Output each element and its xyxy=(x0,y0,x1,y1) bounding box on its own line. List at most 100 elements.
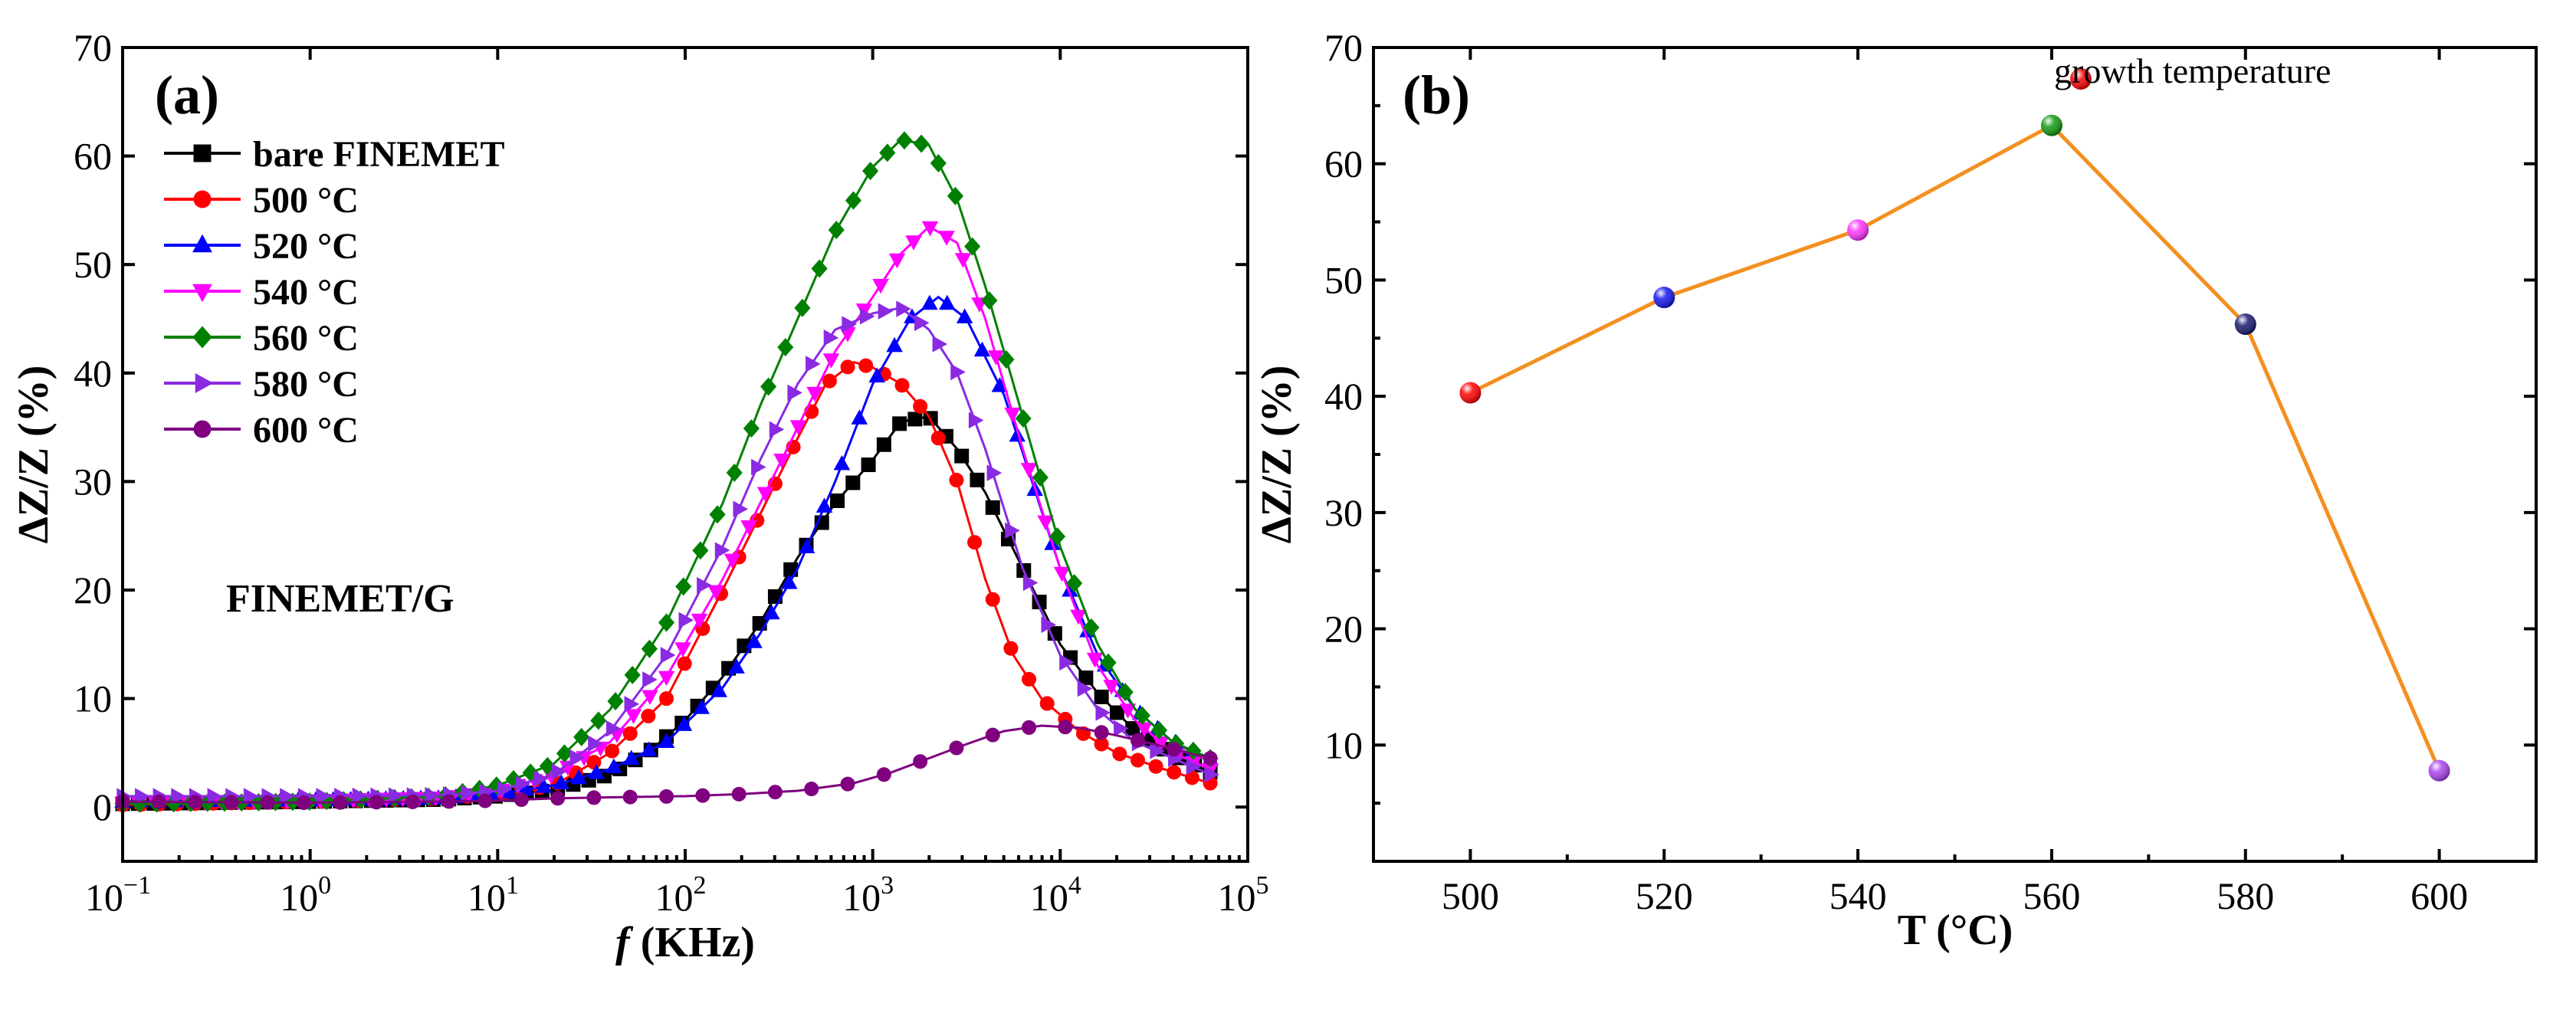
data-point xyxy=(930,431,946,446)
chart-b-x-tick-label: 600 xyxy=(2410,874,2468,917)
data-point xyxy=(243,788,259,805)
data-point xyxy=(938,231,955,246)
chart-a-panel-label: (a) xyxy=(155,64,219,126)
chart-b-y-tick-label: 20 xyxy=(1324,608,1363,651)
data-point xyxy=(879,143,896,162)
data-point xyxy=(907,411,923,427)
data-point xyxy=(605,743,620,759)
data-point xyxy=(514,792,529,808)
data-point xyxy=(625,709,642,724)
chart-a-y-axis-label: ΔZ/Z (%) xyxy=(10,366,57,544)
chart-b-y-tick-labels: 10 20 30 40 50 60 70 xyxy=(1324,26,1363,766)
data-point xyxy=(896,131,913,150)
chart-a-x-tick-base: 10 xyxy=(1030,876,1068,919)
data-point xyxy=(658,733,675,748)
data-point xyxy=(949,473,964,488)
data-point xyxy=(967,535,983,550)
chart-b-y-tick-label: 10 xyxy=(1324,723,1363,766)
data-point xyxy=(675,577,692,596)
data-point xyxy=(1037,515,1054,531)
chart-b-legend-label: growth temperature xyxy=(2054,51,2331,90)
chart-a-x-tick-base: 10 xyxy=(1218,876,1256,919)
chart-b-data-point xyxy=(1653,287,1675,309)
legend-marker xyxy=(192,284,212,303)
data-point xyxy=(763,604,780,620)
data-point xyxy=(1077,680,1093,697)
data-point xyxy=(862,162,879,181)
data-point xyxy=(822,353,840,369)
data-point xyxy=(876,767,891,782)
data-point xyxy=(1041,616,1057,634)
data-point xyxy=(1100,653,1117,672)
data-point xyxy=(828,221,845,240)
legend-item: bare FINEMET xyxy=(164,134,504,175)
data-point xyxy=(773,453,790,469)
data-point xyxy=(695,788,710,803)
data-point xyxy=(550,791,566,806)
data-point xyxy=(692,541,709,560)
chart-b-data-point xyxy=(1459,382,1482,404)
legend-label: 520 °C xyxy=(253,226,359,267)
data-point xyxy=(740,520,757,536)
data-point xyxy=(777,338,794,357)
chart-a-x-tick-exp: 0 xyxy=(318,871,331,900)
data-point xyxy=(659,789,674,804)
data-point xyxy=(987,350,1005,366)
data-point xyxy=(981,291,998,310)
data-point xyxy=(697,576,712,594)
chart-a-y-tick-labels: 0 10 20 30 40 50 60 70 xyxy=(74,26,112,828)
data-point xyxy=(842,316,857,333)
data-point xyxy=(751,458,766,476)
chart-a-x-tick-exp: 3 xyxy=(881,871,894,900)
chart-a-x-tick-label: 102 xyxy=(655,871,707,919)
data-point xyxy=(588,735,603,752)
data-point xyxy=(1094,725,1109,740)
data-point xyxy=(405,794,420,809)
data-point xyxy=(789,420,807,435)
data-point xyxy=(207,788,223,805)
chart-a-x-axis-label-unit: (KHz) xyxy=(630,919,755,966)
data-point xyxy=(1022,574,1039,592)
data-point xyxy=(954,253,972,268)
series-line xyxy=(122,225,1211,804)
data-point xyxy=(913,398,928,414)
data-point xyxy=(570,769,587,785)
data-point xyxy=(260,795,275,810)
chart-a-annotation: FINEMET/G xyxy=(226,577,454,621)
data-point xyxy=(1083,618,1100,637)
data-point xyxy=(970,472,985,487)
data-point xyxy=(1203,750,1218,766)
data-point xyxy=(1150,720,1168,739)
data-point xyxy=(731,786,747,802)
legend-label: 540 °C xyxy=(253,272,359,313)
data-point xyxy=(872,278,889,294)
data-point xyxy=(947,186,964,205)
legend-label: 600 °C xyxy=(253,410,359,451)
chart-a-x-tick-base: 10 xyxy=(85,876,123,919)
data-point xyxy=(1032,468,1048,487)
data-point xyxy=(767,589,783,604)
chart-b-legend-marker xyxy=(2069,67,2092,90)
data-point xyxy=(798,538,815,553)
chart-a-y-tick-label: 60 xyxy=(74,135,112,178)
data-point xyxy=(660,647,676,664)
legend-marker xyxy=(192,234,212,253)
data-point xyxy=(624,696,640,713)
data-point xyxy=(954,448,970,464)
data-point xyxy=(605,758,622,774)
data-point xyxy=(1148,759,1163,774)
chart-b-series xyxy=(1459,67,2450,782)
legend-label: 560 °C xyxy=(253,318,359,359)
data-point xyxy=(781,574,798,589)
chart-a-x-tick-labels: 10−1 100 101 102 103 104 105 xyxy=(85,871,1269,919)
data-point xyxy=(677,656,692,671)
legend-item: 580 °C xyxy=(164,364,359,405)
data-point xyxy=(539,756,556,775)
legend-label: 500 °C xyxy=(253,180,359,221)
data-point xyxy=(921,294,938,310)
chart-a-x-tick-exp: 5 xyxy=(1256,871,1269,900)
data-point xyxy=(622,726,638,741)
data-point xyxy=(998,350,1015,369)
data-point xyxy=(586,755,602,770)
data-point xyxy=(1022,671,1037,687)
